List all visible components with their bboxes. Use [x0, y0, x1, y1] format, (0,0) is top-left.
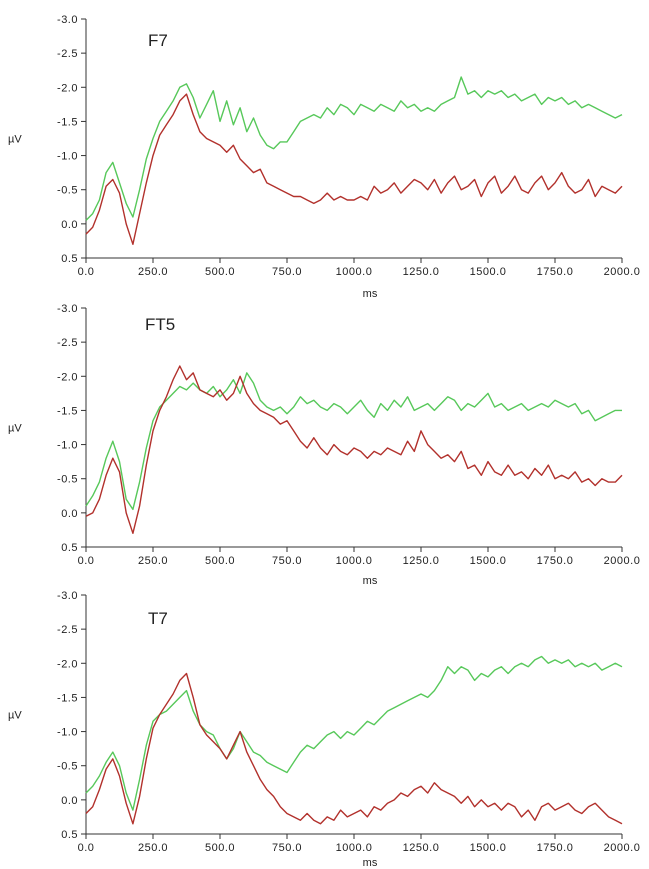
- panel-t7-x-tick-label: 1500.0: [470, 842, 507, 854]
- panel-ft5-y-tick-label: -0.5: [57, 474, 78, 486]
- panel-f7-y-tick-label: -0.5: [57, 185, 78, 197]
- panel-f7-x-tick-label: 500.0: [205, 266, 235, 278]
- panel-ft5-series-green-line: [85, 372, 622, 511]
- panel-t7-x-tick-label: 500.0: [205, 842, 235, 854]
- panel-ft5-y-tick-label: -2.5: [57, 337, 78, 349]
- panel-ft5-x-tick-label: 500.0: [205, 555, 235, 567]
- panel-ft5-y-tick-label: -2.0: [57, 371, 78, 383]
- panel-t7-y-tick-label: -2.5: [57, 624, 78, 636]
- panel-f7-y-tick-label: 0.0: [61, 219, 78, 231]
- panel-t7-x-tick-label: 250.0: [138, 842, 168, 854]
- panel-t7-x-tick-label: 750.0: [272, 842, 302, 854]
- panel-ft5-y-tick-label: 0.5: [61, 542, 78, 554]
- panel-ft5-x-tick-label: 750.0: [272, 555, 302, 567]
- panel-f7-x-tick-label: 1500.0: [470, 266, 507, 278]
- panel-t7-x-axis-label: ms: [363, 857, 378, 869]
- panel-f7-x-tick-label: 2000.0: [604, 266, 641, 278]
- panel-ft5-x-tick-label: 1250.0: [403, 555, 440, 567]
- panel-t7-y-tick-label: 0.5: [61, 829, 78, 841]
- panel-t7-y-tick-label: -1.0: [57, 727, 78, 739]
- panel-ft5-title: FT5: [145, 315, 175, 334]
- panel-f7-y-axis-label: µV: [8, 134, 22, 146]
- panel-t7-y-axis-label: µV: [8, 710, 22, 722]
- panel-t7-x-tick-label: 1250.0: [403, 842, 440, 854]
- panel-f7-y-tick-label: -1.0: [57, 151, 78, 163]
- panel-f7-series-green-line: [85, 76, 623, 221]
- panel-ft5-y-axis-label: µV: [8, 423, 22, 435]
- panel-t7-title: T7: [148, 609, 168, 628]
- panel-f7-x-tick-label: 0.0: [78, 266, 95, 278]
- panel-f7-x-tick-label: 1250.0: [403, 266, 440, 278]
- panel-ft5-x-tick-label: 250.0: [138, 555, 168, 567]
- panel-f7-title: F7: [148, 31, 168, 50]
- panel-t7-x-tick-label: 1000.0: [336, 842, 373, 854]
- panel-f7-y-tick-label: -2.5: [57, 48, 78, 60]
- panel-f7-y-tick-label: -1.5: [57, 116, 78, 128]
- panel-f7-y-tick-label: -2.0: [57, 82, 78, 94]
- panel-t7-x-tick-label: 2000.0: [604, 842, 641, 854]
- panel-ft5-x-tick-label: 1000.0: [336, 555, 373, 567]
- panel-f7-y-tick-label: 0.5: [61, 253, 78, 265]
- panel-t7-y-tick-label: -3.0: [57, 590, 78, 602]
- panel-t7-y-tick-label: 0.0: [61, 795, 78, 807]
- panel-ft5-series-red-line: [85, 365, 623, 534]
- panel-ft5-x-tick-label: 0.0: [78, 555, 95, 567]
- panel-t7-y-tick-label: -0.5: [57, 761, 78, 773]
- panel-ft5-x-tick-label: 1750.0: [537, 555, 574, 567]
- panel-f7-x-tick-label: 1750.0: [537, 266, 574, 278]
- panel-t7-y-tick-label: -1.5: [57, 692, 78, 704]
- panel-t7-x-tick-label: 1750.0: [537, 842, 574, 854]
- panel-f7-x-axis-label: ms: [363, 288, 378, 300]
- panel-ft5-x-tick-label: 2000.0: [604, 555, 641, 567]
- panel-f7-x-tick-label: 750.0: [272, 266, 302, 278]
- panel-f7-x-tick-label: 1000.0: [336, 266, 373, 278]
- panel-t7-y-tick-label: -2.0: [57, 658, 78, 670]
- panel-ft5-y-tick-label: -1.5: [57, 405, 78, 417]
- panel-ft5-x-tick-label: 1500.0: [470, 555, 507, 567]
- panel-t7-series-green-line: [85, 655, 623, 811]
- panel-f7-y-tick-label: -3.0: [57, 14, 78, 26]
- panel-ft5-y-tick-label: 0.0: [61, 508, 78, 520]
- panel-ft5-y-tick-label: -3.0: [57, 303, 78, 315]
- panel-f7-series-red-line: [85, 93, 623, 245]
- panel-ft5-y-tick-label: -1.0: [57, 440, 78, 452]
- panel-t7-x-tick-label: 0.0: [78, 842, 95, 854]
- panel-t7-series-red-line: [85, 672, 623, 825]
- panel-ft5-x-axis-label: ms: [363, 575, 378, 587]
- panel-f7-x-tick-label: 250.0: [138, 266, 168, 278]
